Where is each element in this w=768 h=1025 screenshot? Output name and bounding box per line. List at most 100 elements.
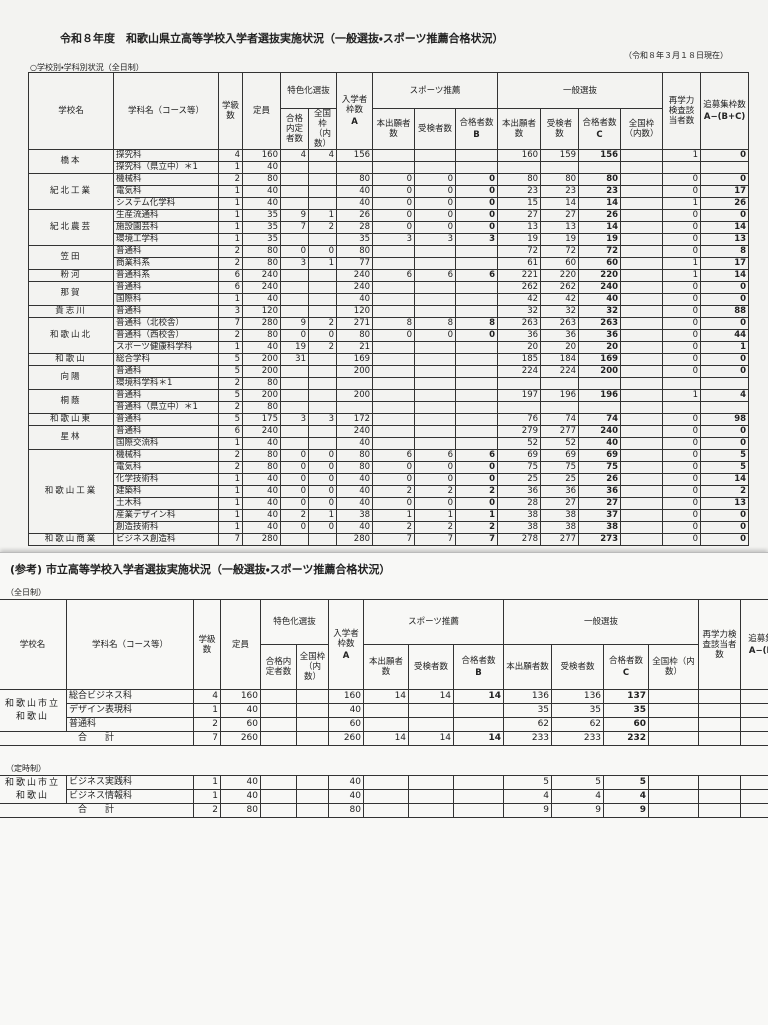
cell: 0 bbox=[415, 210, 456, 222]
cell bbox=[621, 486, 663, 498]
header-text: 特色化選抜 bbox=[287, 86, 330, 96]
cell bbox=[309, 162, 337, 174]
cell: 8 bbox=[415, 318, 456, 330]
header-cell: 学科名（コース等） bbox=[114, 73, 219, 150]
header-cell: 再学力検査該当者数 bbox=[663, 73, 701, 150]
cell bbox=[663, 378, 701, 390]
cell: 60 bbox=[221, 718, 261, 732]
cell: 3 bbox=[373, 234, 415, 246]
cell: 2 bbox=[219, 378, 243, 390]
cell: 5 bbox=[219, 366, 243, 378]
header-text: スポーツ推薦 bbox=[410, 86, 461, 96]
cell: 25 bbox=[498, 474, 541, 486]
cell: 0 bbox=[663, 354, 701, 366]
cell: 2 bbox=[373, 522, 415, 534]
cell: 20 bbox=[498, 342, 541, 354]
cell bbox=[297, 790, 329, 804]
cell: 224 bbox=[498, 366, 541, 378]
cell: 0 bbox=[701, 534, 749, 546]
cell bbox=[649, 732, 699, 746]
header-cell: 一般選抜 bbox=[498, 73, 663, 109]
cell: 200 bbox=[243, 366, 281, 378]
cell: 14 bbox=[541, 198, 579, 210]
cell: 80 bbox=[337, 246, 373, 258]
cell: 21 bbox=[337, 342, 373, 354]
cell: 2 bbox=[194, 804, 221, 818]
cell: 普通科 bbox=[114, 306, 219, 318]
cell bbox=[456, 282, 498, 294]
cell: 14 bbox=[579, 198, 621, 210]
cell bbox=[261, 718, 297, 732]
header-text: 本出願者数 bbox=[506, 662, 549, 672]
cell: 74 bbox=[541, 414, 579, 426]
cell bbox=[309, 426, 337, 438]
cell: 35 bbox=[604, 704, 649, 718]
bottom-sheet: (参考) 市立高等学校入学者選抜実施状況（一般選抜・スポーツ推薦合格状況） （全… bbox=[0, 552, 768, 1025]
header-text: 学校名 bbox=[20, 640, 46, 650]
cell: 80 bbox=[579, 174, 621, 186]
header-text: 特色化選抜 bbox=[273, 617, 316, 627]
cell bbox=[309, 390, 337, 402]
header-text: 追募集枠数 bbox=[748, 634, 768, 644]
cell bbox=[621, 270, 663, 282]
header-text: 一般選抜 bbox=[563, 86, 597, 96]
cell: 1 bbox=[663, 390, 701, 402]
cell: 1 bbox=[219, 510, 243, 522]
cell: 156 bbox=[337, 150, 373, 162]
cell: 197 bbox=[498, 390, 541, 402]
cell bbox=[297, 690, 329, 704]
cell: 35 bbox=[504, 704, 552, 718]
cell bbox=[281, 366, 309, 378]
cell: 0 bbox=[456, 498, 498, 510]
cell bbox=[309, 270, 337, 282]
cell: 36 bbox=[579, 330, 621, 342]
cell: 0 bbox=[663, 306, 701, 318]
cell: 69 bbox=[498, 450, 541, 462]
cell: 7 bbox=[219, 534, 243, 546]
header-cell: 全国枠（内数） bbox=[297, 645, 329, 690]
header-text: 定員 bbox=[232, 640, 249, 650]
header-text: 学級数 bbox=[222, 101, 239, 121]
cell: 5 bbox=[504, 776, 552, 790]
cell bbox=[621, 162, 663, 174]
cell: 創造技術科 bbox=[114, 522, 219, 534]
header-text: 入学者枠数 bbox=[342, 95, 368, 115]
cell bbox=[454, 704, 504, 718]
cell: 172 bbox=[337, 414, 373, 426]
cell: 61 bbox=[498, 258, 541, 270]
cell: 80 bbox=[498, 174, 541, 186]
cell bbox=[621, 258, 663, 270]
cell: 3 bbox=[456, 234, 498, 246]
cell: 40 bbox=[243, 510, 281, 522]
cell: 7 bbox=[281, 222, 309, 234]
header-letter: A bbox=[339, 117, 370, 127]
cell bbox=[281, 426, 309, 438]
cell: 2 bbox=[309, 342, 337, 354]
header-cell: 学校名 bbox=[0, 600, 67, 690]
cell: 普通科 bbox=[114, 426, 219, 438]
cell: 電気科 bbox=[114, 186, 219, 198]
cell: 4 bbox=[504, 790, 552, 804]
cell: 普通科系 bbox=[114, 270, 219, 282]
cell: 0 bbox=[309, 450, 337, 462]
cell: 40 bbox=[329, 790, 364, 804]
cell: 6 bbox=[415, 270, 456, 282]
cell: 200 bbox=[243, 354, 281, 366]
school-name: 紀北工業 bbox=[29, 174, 114, 210]
cell: 14 bbox=[454, 732, 504, 746]
header-cell: 本出願者数 bbox=[373, 109, 415, 150]
cell bbox=[261, 704, 297, 718]
cell bbox=[415, 342, 456, 354]
cell bbox=[364, 790, 409, 804]
cell: 0 bbox=[415, 198, 456, 210]
cell: 38 bbox=[541, 510, 579, 522]
cell: 1 bbox=[663, 258, 701, 270]
cell: 36 bbox=[541, 486, 579, 498]
cell: 7 bbox=[219, 318, 243, 330]
